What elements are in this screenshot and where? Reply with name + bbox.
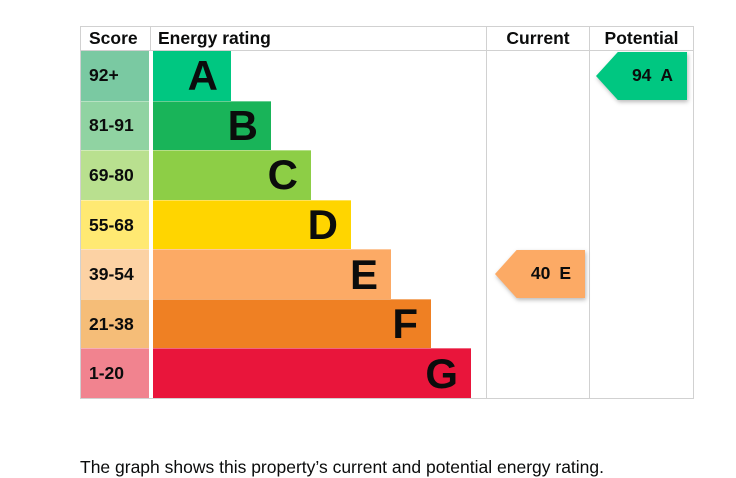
score-cell: 1-20	[81, 348, 149, 399]
score-cell: 69-80	[81, 150, 149, 200]
current-column-header: Current	[487, 27, 590, 50]
band-row-c: 69-80 C	[81, 150, 693, 200]
rating-bar: C	[153, 150, 311, 200]
score-cell: 81-91	[81, 100, 149, 151]
current-grade-letter: E	[559, 263, 572, 284]
rating-letter: F	[392, 300, 418, 348]
rating-letter: D	[307, 201, 338, 249]
score-range-label: 39-54	[89, 264, 134, 285]
score-cell: 92+	[81, 51, 149, 101]
current-rating-arrow: 40 E	[495, 250, 585, 298]
rating-bar: F	[153, 298, 431, 349]
chart-body: 92+ A 81-91 B 69-80 C 55-68 D 39-54 E 21…	[81, 51, 693, 399]
score-cell: 39-54	[81, 249, 149, 299]
chart-header: Score Energy rating Current Potential	[81, 27, 693, 51]
rating-bar: D	[153, 199, 351, 250]
rating-bar: E	[153, 249, 391, 299]
current-score-value: 40	[530, 263, 551, 284]
rating-letter: G	[425, 349, 458, 397]
score-cell: 21-38	[81, 298, 149, 349]
current-column-divider	[486, 51, 487, 398]
rating-letter: C	[267, 151, 298, 199]
score-column-header: Score	[81, 27, 151, 50]
score-range-label: 55-68	[89, 214, 134, 235]
band-row-d: 55-68 D	[81, 199, 693, 250]
score-range-label: 92+	[89, 65, 119, 86]
energy-rating-chart: Score Energy rating Current Potential 92…	[80, 26, 694, 399]
rating-bar: A	[153, 51, 231, 101]
energy-rating-column-header: Energy rating	[151, 27, 487, 50]
score-range-label: 81-91	[89, 115, 134, 136]
rating-letter: B	[227, 101, 258, 149]
score-range-label: 69-80	[89, 164, 134, 185]
potential-arrow-shape: 94 A	[596, 52, 687, 100]
band-row-a: 92+ A	[81, 51, 693, 101]
potential-grade-letter: A	[660, 65, 674, 86]
rating-bar: B	[153, 100, 271, 151]
score-range-label: 21-38	[89, 313, 134, 334]
band-row-g: 1-20 G	[81, 348, 693, 399]
potential-score-value: 94	[631, 65, 652, 86]
band-row-b: 81-91 B	[81, 100, 693, 151]
chart-caption: The graph shows this property’s current …	[80, 456, 605, 477]
rating-bar: G	[153, 348, 471, 399]
band-row-f: 21-38 F	[81, 298, 693, 349]
rating-letter: E	[349, 250, 378, 298]
score-cell: 55-68	[81, 199, 149, 250]
potential-column-header: Potential	[604, 27, 679, 48]
score-range-label: 1-20	[89, 363, 125, 384]
rating-letter: A	[187, 51, 218, 99]
band-row-e: 39-54 E	[81, 249, 693, 299]
potential-rating-arrow: 94 A	[596, 52, 687, 100]
potential-column-divider	[589, 51, 590, 398]
current-arrow-shape: 40 E	[495, 250, 585, 298]
